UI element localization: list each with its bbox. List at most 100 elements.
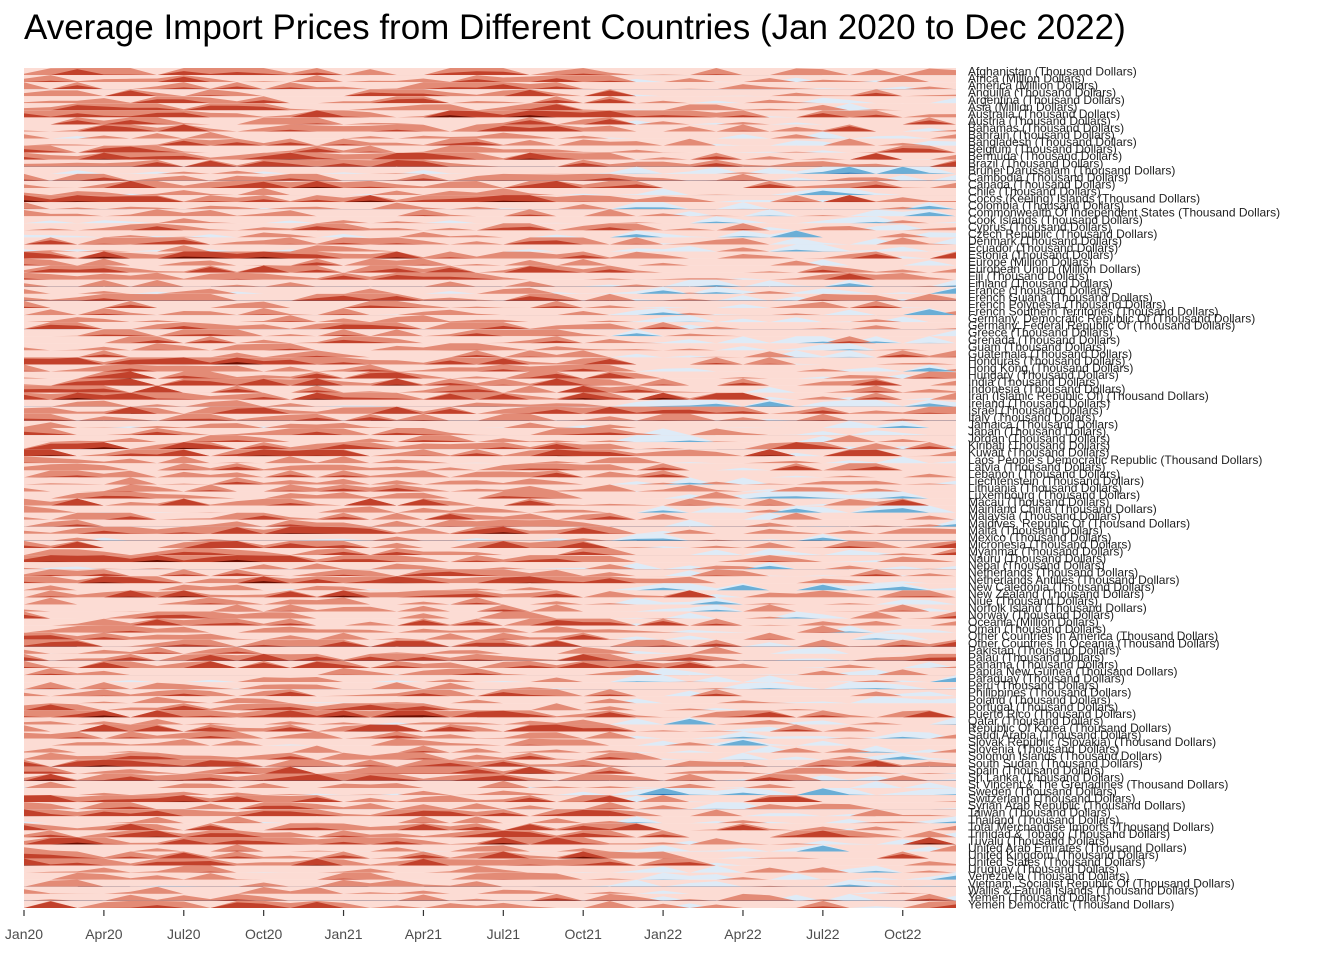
horizon-band-positive bbox=[24, 456, 956, 464]
horizon-band-positive bbox=[24, 788, 956, 796]
row-label: Pakistan (Thousand Dollars) bbox=[968, 643, 1119, 657]
row-label: Indonesia (Thousand Dollars) bbox=[968, 382, 1125, 396]
horizon-band-positive bbox=[24, 576, 956, 584]
horizon-band-positive bbox=[24, 308, 956, 316]
horizon-band-positive bbox=[24, 140, 956, 146]
horizon-band-positive bbox=[24, 265, 956, 273]
horizon-row bbox=[24, 68, 956, 76]
horizon-row bbox=[24, 724, 956, 732]
horizon-band-negative bbox=[24, 604, 956, 612]
horizon-row bbox=[24, 456, 956, 464]
row-label: Chile (Thousand Dollars) bbox=[968, 185, 1101, 199]
horizon-band-negative bbox=[24, 279, 956, 287]
horizon-band-negative bbox=[24, 816, 956, 824]
horizon-band-positive bbox=[24, 584, 956, 591]
horizon-band-positive bbox=[24, 704, 956, 711]
horizon-band-positive bbox=[24, 158, 956, 160]
row-label: Liechtenstein (Thousand Dollars) bbox=[968, 474, 1144, 488]
horizon-band-positive bbox=[24, 145, 956, 153]
horizon-row bbox=[24, 491, 956, 499]
row-label: Cook Islands (Thousand Dollars) bbox=[968, 213, 1143, 227]
horizon-row bbox=[24, 463, 956, 471]
horizon-row bbox=[24, 145, 956, 153]
row-label: European Union (Million Dollars) bbox=[968, 262, 1141, 276]
row-label: Sweden (Thousand Dollars) bbox=[968, 785, 1117, 799]
row-label: Norfolk Island (Thousand Dollars) bbox=[968, 601, 1147, 615]
horizon-band-positive bbox=[24, 385, 956, 393]
horizon-row bbox=[24, 477, 956, 485]
horizon-band-positive bbox=[24, 555, 956, 563]
row-label: Bermuda (Thousand Dollars) bbox=[968, 149, 1122, 163]
row-label: Myanmar (Thousand Dollars) bbox=[968, 545, 1123, 559]
row-label: Norway (Thousand Dollars) bbox=[968, 608, 1114, 622]
row-label: United Arab Emirates (Thousand Dollars) bbox=[968, 841, 1187, 855]
horizon-row bbox=[24, 611, 956, 619]
row-label: United Kingdom (Thousand Dollars) bbox=[968, 848, 1159, 862]
horizon-band-positive bbox=[24, 759, 956, 767]
horizon-band-positive bbox=[24, 456, 956, 464]
horizon-row bbox=[24, 802, 956, 810]
horizon-band-positive bbox=[24, 790, 956, 796]
row-label: Venezuela (Thousand Dollars) bbox=[968, 869, 1129, 883]
x-axis: Jan20 Apr20 Jul20 Oct20 Jan21 Apr21 Jul21 Oct21… bbox=[5, 910, 922, 942]
horizon-row bbox=[24, 329, 956, 337]
horizon-row bbox=[24, 639, 956, 647]
horizon-row bbox=[24, 604, 956, 612]
horizon-band-negative bbox=[24, 736, 956, 739]
horizon-row bbox=[24, 590, 956, 598]
horizon-row bbox=[24, 103, 956, 111]
row-label: Guatemala (Thousand Dollars) bbox=[968, 347, 1132, 361]
horizon-band-positive bbox=[24, 146, 956, 153]
row-labels: Afghanistan (Thousand Dollars)Africa (Mi… bbox=[968, 65, 1280, 912]
horizon-band-positive bbox=[24, 384, 956, 386]
horizon-band-positive bbox=[24, 124, 956, 132]
horizon-band-positive bbox=[24, 651, 956, 654]
row-label: Netherlands Antilles (Thousand Dollars) bbox=[968, 573, 1179, 587]
horizon-row bbox=[24, 618, 956, 626]
horizon-band-positive bbox=[24, 315, 956, 323]
row-label: French Southern Territories (Thousand Do… bbox=[968, 305, 1219, 319]
row-label: Saudi Arabia (Thousand Dollars) bbox=[968, 728, 1141, 742]
horizon-band-positive bbox=[24, 477, 956, 485]
horizon-band-positive bbox=[24, 498, 956, 506]
horizon-row bbox=[24, 583, 956, 591]
horizon-band-positive bbox=[24, 703, 956, 711]
row-label: Malaysia (Thousand Dollars) bbox=[968, 509, 1121, 523]
horizon-band-positive bbox=[24, 640, 956, 647]
horizon-row bbox=[24, 788, 956, 796]
horizon-band-negative bbox=[24, 625, 956, 633]
horizon-row bbox=[24, 498, 956, 506]
horizon-band-positive bbox=[24, 293, 956, 301]
horizon-band-negative bbox=[24, 456, 956, 464]
horizon-band-positive bbox=[24, 463, 956, 471]
horizon-band-negative bbox=[24, 788, 956, 796]
horizon-row bbox=[24, 82, 956, 90]
horizon-band-positive bbox=[24, 442, 956, 450]
horizon-band-positive bbox=[24, 200, 956, 203]
horizon-band-positive bbox=[24, 339, 956, 344]
horizon-band-positive bbox=[24, 138, 956, 146]
row-label: Other Countries In America (Thousand Dol… bbox=[968, 629, 1218, 643]
horizon-band-positive bbox=[24, 901, 956, 908]
row-label: New Caledonia (Thousand Dollars) bbox=[968, 580, 1155, 594]
x-tick-label: Apr22 bbox=[724, 926, 762, 942]
row-label: Mainland China (Thousand Dollars) bbox=[968, 502, 1157, 516]
horizon-band-positive bbox=[24, 719, 956, 725]
horizon-row bbox=[24, 689, 956, 697]
row-label: Australia (Thousand Dollars) bbox=[968, 107, 1120, 121]
horizon-band-negative bbox=[24, 120, 956, 125]
horizon-row bbox=[24, 202, 956, 210]
horizon-band-positive bbox=[24, 470, 956, 478]
horizon-band-positive bbox=[24, 583, 956, 591]
row-label: Oman (Thousand Dollars) bbox=[968, 622, 1106, 636]
horizon-band-positive bbox=[24, 273, 956, 280]
horizon-band-negative bbox=[24, 872, 956, 880]
row-label: Colombia (Thousand Dollars) bbox=[968, 199, 1124, 213]
horizon-band-positive bbox=[24, 69, 956, 76]
row-label: New Zealand (Thousand Dollars) bbox=[968, 587, 1144, 601]
x-tick-label: Jul21 bbox=[487, 926, 521, 942]
horizon-band-positive bbox=[24, 173, 956, 181]
row-label: Europe (Million Dollars) bbox=[968, 255, 1093, 269]
horizon-band-negative bbox=[24, 350, 956, 358]
horizon-band-positive bbox=[24, 258, 956, 266]
